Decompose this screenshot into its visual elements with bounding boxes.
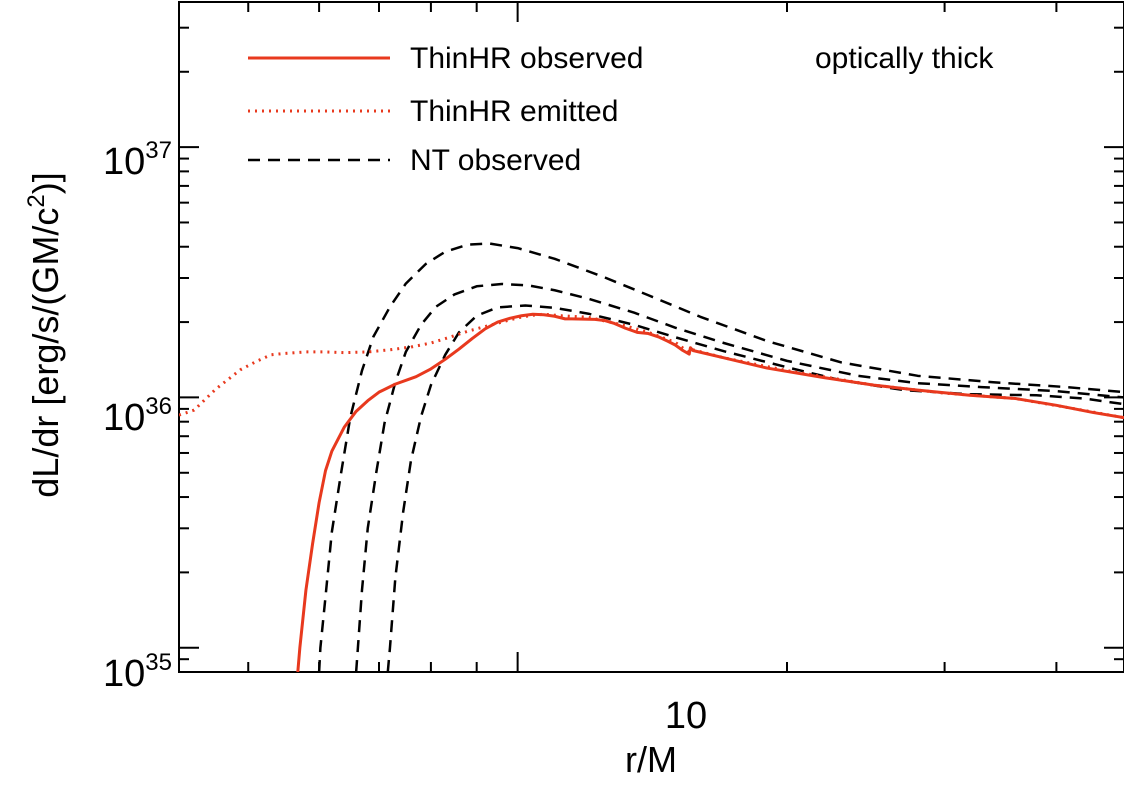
series-line-nt-observed-2 xyxy=(386,304,1124,672)
axis-ticks xyxy=(179,2,1124,673)
series-line-nt-observed-3 xyxy=(354,282,1124,672)
series-line-nt-observed-4 xyxy=(317,242,1124,672)
y-tick-label-36: 1036 xyxy=(103,393,172,439)
y-axis-title: dL/dr [erg/s/(GM/c2)] xyxy=(23,172,66,497)
legend-label-thinhr-emitted: ThinHR emitted xyxy=(410,95,618,128)
x-tick-label-10: 10 xyxy=(665,695,707,737)
legend: ThinHR observed ThinHR emitted NT observ… xyxy=(248,42,643,177)
series-line-thinhr-emitted-1 xyxy=(179,312,1124,420)
plot-frame xyxy=(178,1,1124,673)
annotation-optically-thick: optically thick xyxy=(815,42,994,75)
x-axis-title: r/M xyxy=(625,739,677,780)
legend-label-nt-observed: NT observed xyxy=(410,144,581,177)
series-layer xyxy=(179,242,1124,672)
y-tick-label-37: 1037 xyxy=(103,137,172,183)
series-line-thinhr-observed-0 xyxy=(296,312,1124,672)
legend-label-thinhr-observed: ThinHR observed xyxy=(410,42,643,75)
y-tick-label-35: 1035 xyxy=(103,649,172,695)
